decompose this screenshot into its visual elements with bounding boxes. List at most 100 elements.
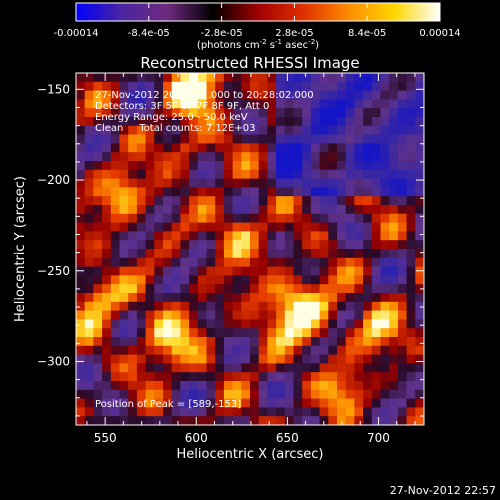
heatmap-cell [328, 161, 338, 171]
heatmap-cell [145, 187, 155, 197]
heatmap-cell [345, 117, 355, 127]
heatmap-cell [293, 222, 303, 232]
heatmap-cell [302, 152, 312, 162]
heatmap-cell [302, 99, 312, 109]
heatmap-cell [171, 178, 181, 188]
heatmap-cell [345, 108, 355, 118]
heatmap-cell [302, 249, 312, 259]
heatmap-cell [241, 108, 251, 118]
heatmap-cell [232, 143, 242, 153]
heatmap-cell [163, 266, 173, 276]
heatmap-cell [337, 99, 347, 109]
heatmap-cell [293, 231, 303, 241]
heatmap-cell [319, 205, 329, 215]
heatmap-cell [328, 152, 338, 162]
heatmap-cell [110, 319, 121, 329]
heatmap-cell [267, 284, 277, 294]
heatmap-cell [380, 222, 390, 232]
heatmap-cell [397, 134, 408, 144]
heatmap-cell [232, 354, 242, 364]
heatmap-cell [354, 275, 364, 285]
heatmap-cell [293, 398, 303, 408]
heatmap-cell [110, 152, 121, 162]
heatmap-cell [293, 407, 303, 417]
heatmap-cell [119, 293, 129, 303]
heatmap-cell [371, 257, 382, 268]
heatmap-cell [345, 345, 355, 356]
heatmap-cell [415, 134, 424, 144]
heatmap-cell [406, 90, 416, 100]
heatmap-cell [258, 108, 268, 118]
heatmap-cell [380, 398, 390, 408]
heatmap-cell [206, 416, 216, 425]
heatmap-cell [84, 266, 94, 276]
heatmap-cell [415, 196, 424, 206]
heatmap-cell [250, 249, 260, 259]
heatmap-cell [154, 345, 164, 356]
heatmap-cell [328, 407, 338, 417]
heatmap-cell [284, 354, 295, 364]
heatmap-cell [206, 249, 216, 259]
heatmap-cell [110, 169, 121, 180]
heatmap-cell [415, 284, 424, 294]
heatmap-cell [189, 372, 199, 382]
heatmap-cell [163, 169, 173, 180]
heatmap-cell [363, 301, 373, 312]
heatmap-cell [93, 231, 103, 241]
heatmap-cell [337, 205, 347, 215]
heatmap-cell [267, 178, 277, 188]
heatmap-cell [197, 90, 208, 100]
x-tick-label: 600 [185, 431, 208, 445]
heatmap-cell [302, 284, 312, 294]
heatmap-cell [337, 134, 347, 144]
heatmap-cell [189, 319, 199, 329]
heatmap-cell [371, 389, 382, 400]
heatmap-cell [145, 398, 155, 408]
heatmap-cell [380, 354, 390, 364]
heatmap-cell [197, 73, 208, 83]
heatmap-cell [284, 328, 295, 338]
heatmap-cell [397, 99, 408, 109]
heatmap-cell [215, 205, 225, 215]
heatmap-cell [284, 169, 295, 180]
heatmap-cell [354, 381, 364, 391]
heatmap-cell [397, 345, 408, 356]
heatmap-cell [128, 249, 138, 259]
heatmap-cell [215, 134, 225, 144]
heatmap-cell [397, 152, 408, 162]
heatmap-cell [171, 354, 181, 364]
heatmap-cell [136, 152, 147, 162]
heatmap-cell [102, 108, 112, 118]
chart-title: Reconstructed RHESSI Image [140, 54, 359, 72]
heatmap-cell [180, 117, 190, 127]
heatmap-cell [380, 284, 390, 294]
heatmap-cell [284, 407, 295, 417]
heatmap-cell [241, 143, 251, 153]
heatmap-cell [189, 293, 199, 303]
heatmap-cell [397, 125, 408, 136]
heatmap-cell [293, 108, 303, 118]
heatmap-cell [128, 354, 138, 364]
heatmap-cell [128, 257, 138, 268]
heatmap-cell [241, 169, 251, 180]
heatmap-cell [84, 125, 94, 136]
heatmap-cell [180, 125, 190, 136]
heatmap-cell [276, 99, 286, 109]
heatmap-cell [93, 266, 103, 276]
heatmap-cell [345, 231, 355, 241]
heatmap-cell [406, 398, 416, 408]
heatmap-cell [136, 416, 147, 425]
annotation-energy-range: Energy Range: 25.0 - 50.0 keV [95, 112, 248, 123]
heatmap-cell [189, 416, 199, 425]
heatmap-cell [206, 293, 216, 303]
heatmap-cell [215, 319, 225, 329]
heatmap-cell [119, 398, 129, 408]
heatmap-cell [145, 354, 155, 364]
annotation-clean-counts: Clean Total counts: 7.12E+03 [95, 123, 255, 134]
heatmap-cell [215, 73, 225, 83]
x-axis-ticks [86, 73, 416, 425]
heatmap-cell [197, 231, 208, 241]
heatmap-cell [76, 354, 86, 364]
heatmap-cell [189, 284, 199, 294]
heatmap-cell [415, 99, 424, 109]
